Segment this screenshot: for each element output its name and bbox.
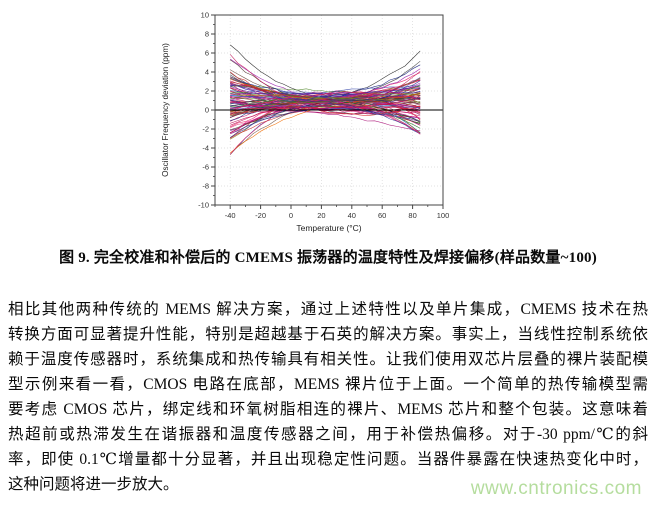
y-tick-label: 8 (205, 30, 209, 39)
sample-curve (230, 99, 421, 135)
sample-curve (230, 44, 421, 97)
sample-curve (230, 85, 421, 104)
x-tick-label: 40 (348, 211, 356, 220)
sample-curve (230, 79, 421, 101)
body-text-line: 要考虑 CMOS 芯片，绑定线和环氧树脂相连的裸片、MEMS 芯片和整个包装。这… (8, 401, 648, 418)
y-tick-label: -2 (202, 125, 209, 134)
sample-curve (230, 58, 421, 98)
x-tick-label: 100 (437, 211, 450, 220)
body-text-line: 这种问题将进一步放大。 (8, 476, 179, 493)
y-tick-label: -10 (198, 201, 209, 210)
body-text-line: 型示例来看一看，CMOS 电路在底部，MEMS 裸片位于上面。一个简单的热传输模… (8, 376, 648, 393)
body-text-line: 率，即使 0.1℃增量都十分显著，并且出现稳定性问题。当器件暴露在快速热变化中时… (8, 451, 648, 468)
body-text-line: 相比其他两种传统的 MEMS 解决方案，通过上述特性以及单片集成，CMEMS 技… (8, 301, 648, 318)
y-tick-label: -6 (202, 163, 209, 172)
sample-curve (229, 54, 421, 109)
sample-curve (230, 71, 421, 117)
body-text-line: 转换方面可显著提升性能，特别是超越基于石英的解决方案。事实上，当线性控制系统依 (8, 326, 648, 343)
sample-curve (230, 91, 421, 112)
y-tick-label: 0 (205, 106, 209, 115)
y-tick-label: 4 (205, 68, 209, 77)
sample-curve (230, 78, 421, 103)
y-tick-label: 6 (205, 49, 209, 58)
sample-curve (230, 64, 421, 98)
sample-curve (230, 77, 421, 100)
x-tick-label: 60 (378, 211, 386, 220)
sample-curve (230, 97, 421, 109)
watermark-link[interactable]: www.cntronics.com (470, 478, 642, 499)
y-tick-label: -4 (202, 144, 209, 153)
x-tick-label: 0 (289, 211, 293, 220)
y-tick-label: 10 (201, 11, 209, 20)
x-tick-label: 20 (317, 211, 325, 220)
x-tick-label: -20 (255, 211, 266, 220)
figure-chart: -40 -20 0 20 40 60 80 100 -10 -8 -6 -4 -2 0 2 4 6 8 10 Temp… (146, 2, 476, 240)
sample-curve (230, 99, 421, 139)
x-tick-label: 80 (408, 211, 416, 220)
y-tick-label: -8 (202, 182, 209, 191)
body-text: 相比其他两种传统的 MEMS 解决方案，通过上述特性以及单片集成，CMEMS 技… (8, 297, 648, 497)
body-text-line: 赖于温度传感器时，系统集成和热传输具有相关性。让我们使用双芯片层叠的裸片装配模 (8, 351, 648, 368)
y-axis-label: Oscillator Frequency deviation (ppm) (161, 43, 170, 177)
series-group (229, 44, 421, 155)
figure-caption: 图 9. 完全校准和补偿后的 CMEMS 振荡器的温度特性及焊接偏移(样品数量~… (59, 250, 597, 266)
chart-svg: -40 -20 0 20 40 60 80 100-10-8-6-4-20246810Temp… (146, 2, 476, 240)
x-axis-label: Temperature (°C) (296, 223, 361, 233)
y-tick-label: 2 (205, 87, 209, 96)
body-text-line: 热超前或热滞发生在谐振器和温度传感器之间，用于补偿热偏移。对于-30 ppm/℃… (8, 426, 648, 443)
x-tick-label: -40 (225, 211, 236, 220)
sample-curve (230, 103, 421, 138)
sample-curve (230, 97, 421, 107)
sample-curve (230, 102, 421, 133)
sample-curve (230, 100, 421, 113)
